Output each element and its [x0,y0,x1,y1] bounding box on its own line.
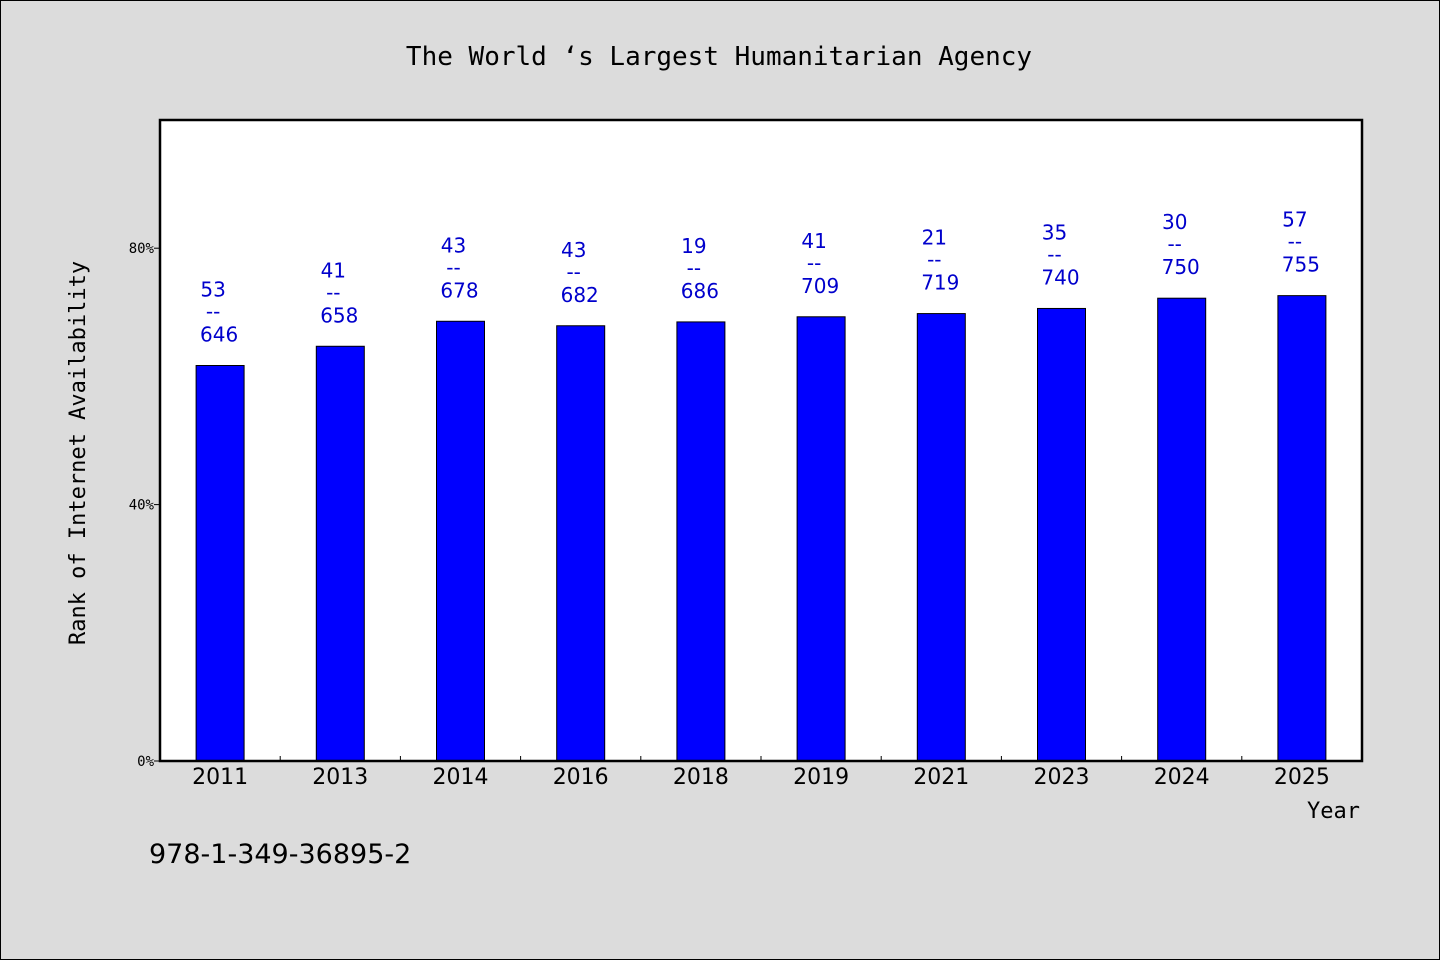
y-axis: 0% 40% 80% [129,241,160,770]
data-label-bottom-2025: 755 [1282,253,1320,277]
y-axis-title: Rank of Internet Availability [66,261,91,645]
data-label-sep-2016: -- [566,260,580,284]
bar-2018 [676,321,726,762]
data-label-sep-2013: -- [326,280,340,304]
x-axis-title: Year [1307,799,1360,824]
plot-frame [158,118,1364,763]
data-label-bottom-2024: 750 [1162,255,1200,279]
y-tick-label-0: 0% [137,754,154,770]
data-label-top-2014: 43 [441,233,466,257]
data-label-bottom-2013: 658 [320,303,358,327]
y-tick-label-40: 40% [129,498,155,514]
data-label-sep-2018: -- [687,256,701,280]
data-label-bottom-2011: 646 [200,323,238,347]
x-axis: 2011 2013 2014 2016 2018 2019 2021 2023 2024 2025 [192,756,1330,790]
data-label-top-2018: 19 [681,234,706,258]
data-label-top-2011: 53 [200,278,225,302]
x-tick-label-2018: 2018 [673,765,729,790]
chart-title: The World ‘s Largest Humanitarian Agency [406,42,1032,72]
data-label-top-2024: 30 [1162,210,1187,234]
data-label-bottom-2018: 686 [681,279,719,303]
bar-2023 [1037,307,1086,762]
data-label-bottom-2016: 682 [561,283,599,307]
isbn-text: 978-1-349-36895-2 [149,839,411,870]
bar-2024 [1157,297,1207,762]
data-label-sep-2011: -- [206,300,220,324]
data-label-sep-2024: -- [1167,232,1181,256]
x-tick-label-2016: 2016 [553,765,609,790]
x-tick-label-2025: 2025 [1274,765,1330,790]
data-labels-layer: 53--64641--65843--67843--68219--68641--7… [200,208,1320,347]
data-label-bottom-2014: 678 [440,278,478,302]
data-label-top-2013: 41 [321,258,346,282]
data-label-sep-2014: -- [446,255,460,279]
x-tick-label-2019: 2019 [793,765,849,790]
x-tick-label-2023: 2023 [1034,765,1090,790]
x-tick-label-2013: 2013 [312,765,368,790]
bar-2019 [796,316,846,762]
data-label-sep-2019: -- [807,251,821,275]
x-tick-label-2014: 2014 [433,765,489,790]
data-label-bottom-2023: 740 [1041,265,1079,289]
bars-layer [195,295,1327,762]
data-label-sep-2021: -- [927,248,941,272]
bar-2016 [556,325,606,762]
data-label-top-2023: 35 [1042,220,1067,244]
bar-2013 [315,345,365,762]
x-tick-label-2011: 2011 [192,765,248,790]
data-label-sep-2023: -- [1047,242,1061,266]
data-label-top-2021: 21 [922,226,947,250]
bar-2011 [195,365,245,762]
bar-2025 [1277,295,1327,762]
data-label-bottom-2021: 719 [921,271,959,295]
bar-2021 [916,313,966,762]
x-tick-label-2021: 2021 [913,765,969,790]
data-label-sep-2025: -- [1288,230,1302,254]
bar-2014 [436,320,485,762]
data-label-top-2019: 41 [801,229,826,253]
data-label-top-2025: 57 [1282,208,1307,232]
x-tick-label-2024: 2024 [1154,765,1210,790]
y-tick-label-80: 80% [129,241,155,257]
data-label-bottom-2019: 709 [801,274,839,298]
data-label-top-2016: 43 [561,238,586,262]
